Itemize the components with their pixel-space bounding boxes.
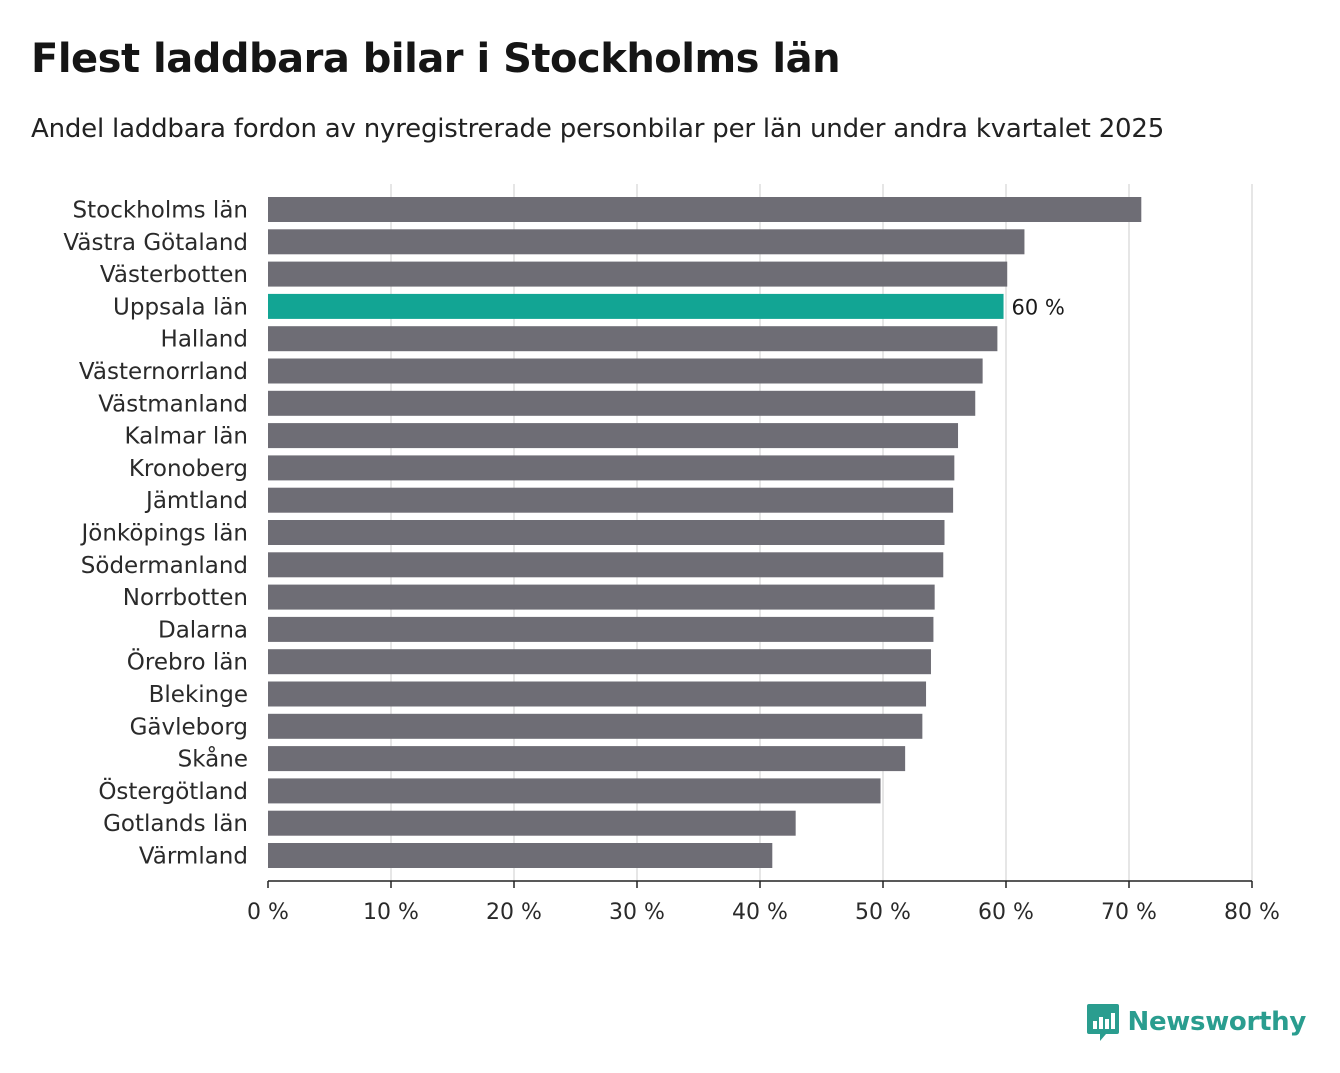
category-label: Dalarna bbox=[158, 617, 248, 643]
bar bbox=[268, 746, 906, 772]
bars bbox=[268, 197, 1142, 868]
category-label: Västernorrland bbox=[79, 359, 248, 385]
x-tick-label: 10 % bbox=[363, 900, 419, 925]
category-label: Västra Götaland bbox=[63, 230, 248, 256]
data-label: 60 % bbox=[1012, 295, 1065, 319]
brand-logo: Newsworthy bbox=[1086, 1002, 1306, 1042]
bar bbox=[268, 713, 923, 739]
bar bbox=[268, 616, 934, 642]
bar bbox=[268, 358, 983, 384]
category-label: Stockholms län bbox=[73, 198, 248, 224]
bar bbox=[268, 390, 976, 416]
category-label: Södermanland bbox=[81, 553, 248, 579]
bar bbox=[268, 778, 881, 804]
category-label: Västmanland bbox=[98, 391, 248, 417]
category-label: Halland bbox=[161, 327, 248, 353]
category-label: Värmland bbox=[139, 844, 248, 870]
category-label: Skåne bbox=[178, 745, 248, 773]
category-label: Gävleborg bbox=[130, 714, 248, 740]
category-label: Norrbotten bbox=[123, 585, 248, 611]
category-label: Jämtland bbox=[144, 488, 248, 514]
bar bbox=[268, 681, 927, 707]
category-label: Gotlands län bbox=[103, 811, 248, 837]
category-label: Jönköpings län bbox=[79, 521, 248, 547]
x-tick-label: 30 % bbox=[609, 900, 665, 925]
category-label: Östergötland bbox=[98, 777, 248, 805]
bar bbox=[268, 261, 1008, 287]
category-label: Västerbotten bbox=[100, 262, 248, 288]
category-label: Örebro län bbox=[127, 648, 248, 676]
brand-name: Newsworthy bbox=[1127, 1007, 1307, 1037]
bar bbox=[268, 810, 796, 836]
bar bbox=[268, 649, 931, 675]
bar-chart: Stockholms län Västra Götaland Västerbotte… bbox=[63, 184, 1280, 925]
bar bbox=[268, 584, 935, 610]
x-tick-label: 50 % bbox=[855, 900, 911, 925]
bar bbox=[268, 552, 944, 578]
category-label: Blekinge bbox=[149, 682, 248, 708]
x-tick-label: 40 % bbox=[732, 900, 788, 925]
bar bbox=[268, 197, 1142, 222]
chart-title: Flest laddbara bilar i Stockholms län bbox=[31, 36, 841, 82]
category-label: Kalmar län bbox=[125, 424, 249, 450]
category-label: Uppsala län bbox=[113, 294, 248, 320]
bar bbox=[268, 326, 998, 352]
category-labels: Stockholms län Västra Götaland Västerbotte… bbox=[63, 198, 1064, 870]
chart-subtitle: Andel laddbara fordon av nyregistrerade … bbox=[31, 114, 1165, 144]
bar-chart-logo-icon bbox=[1086, 1004, 1119, 1041]
bar bbox=[268, 487, 954, 513]
bar bbox=[268, 423, 959, 449]
x-tick-label: 60 % bbox=[978, 900, 1034, 925]
x-tick-label: 0 % bbox=[247, 900, 289, 925]
x-tick-label: 20 % bbox=[486, 900, 542, 925]
bar bbox=[268, 843, 773, 868]
x-tick-label: 70 % bbox=[1101, 900, 1157, 925]
x-axis: 0 % 10 % 20 % 30 % 40 % 50 % 60 % 70 % 80 % bbox=[247, 880, 1280, 925]
bar bbox=[268, 293, 1004, 319]
category-label: Kronoberg bbox=[129, 456, 248, 482]
bar bbox=[268, 455, 955, 481]
bar bbox=[268, 520, 945, 545]
x-tick-label: 80 % bbox=[1224, 900, 1280, 925]
bar bbox=[268, 229, 1025, 255]
